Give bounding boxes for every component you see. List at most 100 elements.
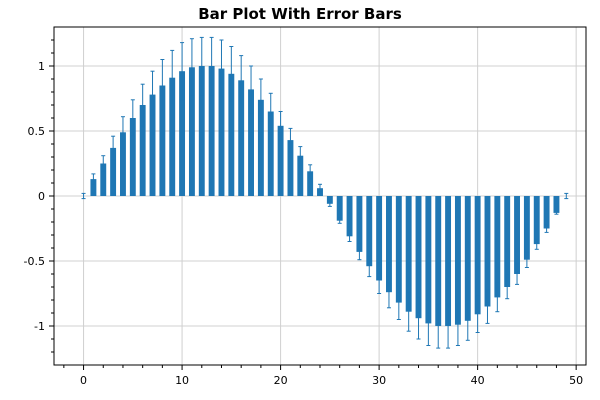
bar xyxy=(188,67,195,196)
bar xyxy=(149,94,156,196)
error-bar xyxy=(426,300,431,346)
error-bar xyxy=(239,55,244,106)
bars xyxy=(90,66,560,326)
bar xyxy=(523,196,530,260)
bar xyxy=(326,196,333,204)
error-bar xyxy=(564,192,569,200)
bar xyxy=(257,99,264,196)
tick-labels: 0 10 20 30 40 50 -1 -0.5 0 0.5 1 xyxy=(24,60,584,387)
error-bar xyxy=(150,70,155,119)
x-tick-label: 20 xyxy=(274,374,288,387)
error-bar xyxy=(367,255,372,278)
bar xyxy=(553,196,560,213)
bar xyxy=(129,118,136,196)
bar xyxy=(435,196,442,326)
chart-title: Bar Plot With Error Bars xyxy=(198,5,402,23)
bar xyxy=(100,163,107,196)
error-bar xyxy=(534,238,539,250)
error-bar xyxy=(416,296,421,340)
bar xyxy=(543,196,550,229)
error-bar xyxy=(515,263,520,285)
error-bar xyxy=(308,164,313,179)
x-tick-label: 10 xyxy=(175,374,189,387)
error-bar xyxy=(288,127,293,153)
error-bar xyxy=(505,274,510,300)
error-bar xyxy=(475,295,480,333)
error-bar xyxy=(209,36,214,96)
bar xyxy=(484,196,491,307)
error-bar xyxy=(406,291,411,332)
error-bar xyxy=(160,59,165,112)
error-bar xyxy=(199,36,204,96)
error-bar xyxy=(140,83,145,127)
error-bar xyxy=(455,303,460,346)
bar xyxy=(228,73,235,196)
bar xyxy=(110,147,117,196)
bar xyxy=(415,196,422,319)
y-tick-label: 1 xyxy=(38,60,45,73)
bar xyxy=(90,179,97,196)
error-bar xyxy=(278,111,283,141)
bar xyxy=(307,171,314,196)
y-tick-label: -1 xyxy=(34,320,45,333)
error-bar xyxy=(130,99,135,137)
y-tick-label: 0 xyxy=(38,190,45,203)
error-bar xyxy=(268,92,273,131)
bar xyxy=(139,105,146,196)
error-bar xyxy=(446,303,451,349)
error-bar xyxy=(377,267,382,294)
error-bar xyxy=(386,276,391,309)
bar xyxy=(356,196,363,252)
bar xyxy=(514,196,520,274)
error-bar xyxy=(219,39,224,98)
bar xyxy=(218,68,225,196)
bar xyxy=(120,132,126,196)
error-bar xyxy=(524,251,529,268)
error-bar xyxy=(485,289,490,324)
bar xyxy=(169,77,176,196)
bar xyxy=(346,196,353,237)
error-bar xyxy=(465,300,470,341)
error-bar xyxy=(229,46,234,102)
error-bar xyxy=(180,42,185,101)
error-bar xyxy=(495,282,500,313)
y-tick-label: 0.5 xyxy=(28,125,46,138)
error-bar xyxy=(436,303,441,349)
bar xyxy=(248,89,254,196)
bar xyxy=(533,196,540,245)
bar xyxy=(474,196,481,315)
error-bar xyxy=(101,155,106,172)
bar xyxy=(297,155,304,196)
error-bar xyxy=(249,65,254,114)
bar xyxy=(287,140,294,196)
bar xyxy=(198,66,205,196)
bar xyxy=(238,80,245,196)
axis-ticks xyxy=(49,39,577,370)
error-bar xyxy=(111,135,116,161)
error-bar xyxy=(189,38,194,97)
bar xyxy=(504,196,511,287)
x-tick-label: 50 xyxy=(569,374,583,387)
bar xyxy=(267,111,274,196)
x-tick-label: 0 xyxy=(80,374,87,387)
bar xyxy=(277,125,284,196)
bar xyxy=(208,66,215,196)
error-bar xyxy=(544,224,549,233)
error-bar xyxy=(318,183,322,193)
bar xyxy=(454,196,461,325)
y-tick-label: -0.5 xyxy=(24,255,45,268)
error-bar xyxy=(337,217,342,224)
error-bar xyxy=(554,211,559,215)
error-bars xyxy=(81,36,569,349)
bar xyxy=(376,196,383,281)
bar xyxy=(494,196,501,298)
error-bar xyxy=(327,200,332,207)
bar xyxy=(336,196,343,221)
bar xyxy=(179,71,186,196)
error-bar xyxy=(91,173,96,185)
bar xyxy=(445,196,452,326)
error-bar xyxy=(347,230,352,242)
error-bar xyxy=(298,146,303,166)
bar xyxy=(366,196,373,267)
